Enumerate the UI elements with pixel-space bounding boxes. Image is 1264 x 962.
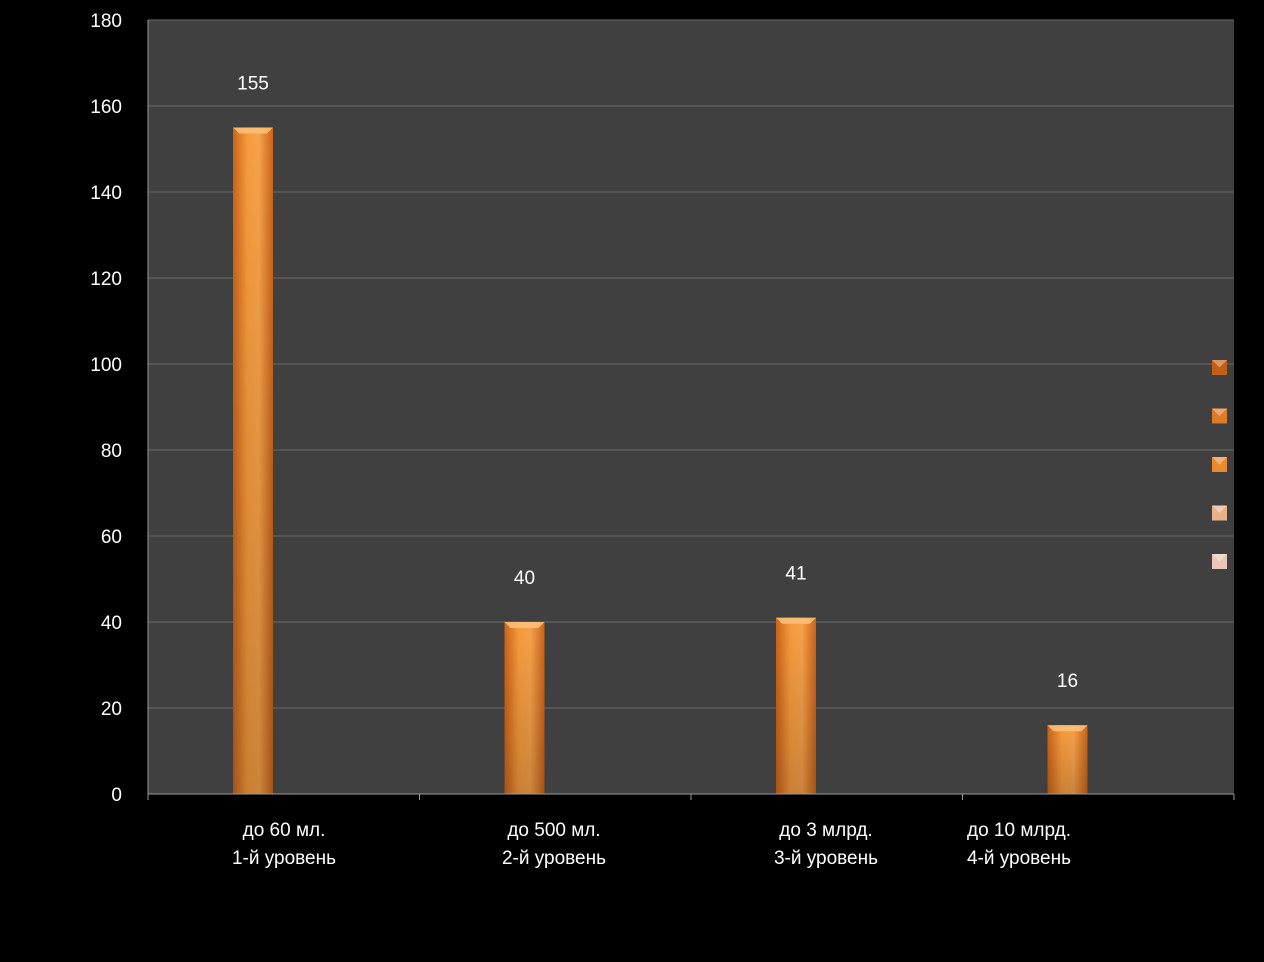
legend-marker: [1212, 360, 1227, 375]
legend-marker-highlight: [1212, 457, 1227, 465]
y-tick-label: 140: [90, 183, 122, 204]
labels: 0 20 40 60 80 100 120 140 160 180 155 до 60 мл. 1-й …: [90, 11, 1078, 869]
y-tick-label: 160: [90, 97, 122, 118]
legend-marker-highlight: [1212, 505, 1227, 513]
x-tick-label: до 10 млрд.: [967, 820, 1071, 841]
x-tick-label: 3-й уровень: [774, 848, 878, 869]
x-tick-label: до 60 мл.: [243, 820, 326, 841]
y-tick-label: 0: [111, 785, 122, 806]
bar-bevel: [504, 622, 545, 628]
bar-shade: [776, 617, 816, 794]
bars: [233, 127, 1088, 794]
legend-marker: [1212, 408, 1227, 424]
bar-bevel: [776, 617, 816, 624]
bar-shade: [1047, 725, 1088, 794]
legend: [1212, 360, 1227, 569]
y-tick-label: 120: [90, 269, 122, 290]
bar-bevel: [233, 127, 273, 134]
legend-marker: [1212, 505, 1227, 521]
legend-marker: [1212, 554, 1227, 569]
x-tick-label: до 500 мл.: [507, 820, 600, 841]
legend-marker: [1212, 457, 1227, 472]
gridlines: [148, 19, 1234, 709]
data-label: 155: [237, 74, 269, 95]
bar-shade: [504, 622, 545, 794]
bar-shade: [233, 127, 273, 794]
data-label: 41: [785, 564, 806, 585]
x-tick-label: 1-й уровень: [232, 848, 336, 869]
bar-bevel: [1047, 725, 1088, 732]
y-tick-label: 20: [101, 699, 122, 720]
x-tick-label: до 3 млрд.: [779, 820, 872, 841]
legend-marker-highlight: [1212, 554, 1227, 562]
plot-area: [148, 20, 1234, 794]
legend-marker-highlight: [1212, 408, 1227, 416]
y-tick-label: 80: [101, 441, 122, 462]
legend-marker-highlight: [1212, 360, 1227, 368]
x-tick-label: 4-й уровень: [967, 848, 1071, 869]
data-label: 40: [514, 568, 535, 589]
axes: [147, 20, 1235, 800]
y-tick-label: 100: [90, 355, 122, 376]
y-tick-label: 40: [101, 613, 122, 634]
data-label: 16: [1057, 671, 1078, 692]
y-tick-label: 180: [90, 11, 122, 32]
x-tick-label: 2-й уровень: [502, 848, 606, 869]
y-tick-label: 60: [101, 527, 122, 548]
